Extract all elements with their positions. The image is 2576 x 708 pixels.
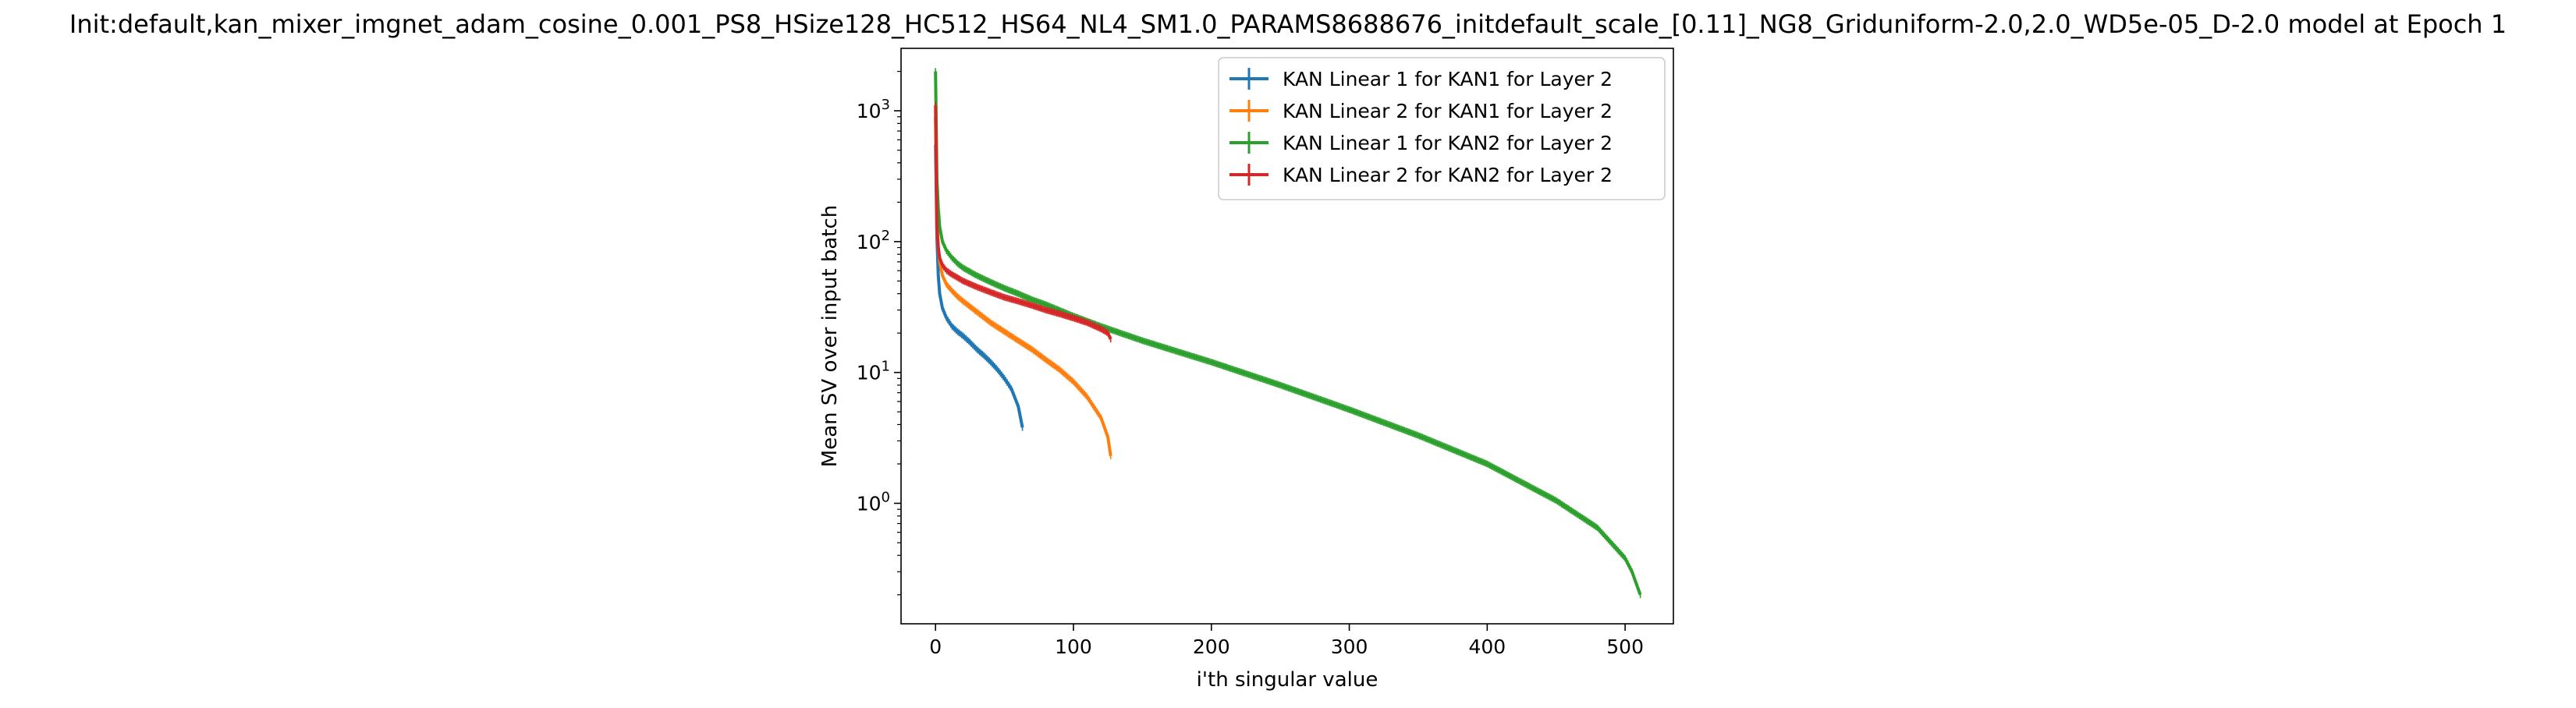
legend-item-3: KAN Linear 1 for KAN2 for Layer 2 <box>1229 132 1613 154</box>
series-4-error-bars <box>935 101 1112 343</box>
x-tick-label-4: 400 <box>1468 635 1506 658</box>
y-axis-label: Mean SV over input batch <box>818 205 842 467</box>
legend-label: KAN Linear 1 for KAN1 for Layer 2 <box>1283 68 1613 90</box>
series-1-line <box>934 144 1024 428</box>
x-axis-label: i'th singular value <box>1197 668 1378 692</box>
x-axis: 0 100 200 300 400 500 <box>929 624 1644 658</box>
legend-label: KAN Linear 1 for KAN2 for Layer 2 <box>1283 132 1613 154</box>
legend-label: KAN Linear 2 for KAN2 for Layer 2 <box>1283 164 1613 186</box>
series-2-error-bars <box>935 113 1112 460</box>
legend: KAN Linear 1 for KAN1 for Layer 2 KAN Lin… <box>1218 57 1666 200</box>
legend-label: KAN Linear 2 for KAN1 for Layer 2 <box>1283 100 1613 122</box>
series-layer <box>934 68 1642 599</box>
series-4 <box>934 101 1112 343</box>
legend-item-2: KAN Linear 2 for KAN1 for Layer 2 <box>1229 100 1613 122</box>
y-tick-label-3: 103 <box>857 97 890 122</box>
series-2-line <box>934 116 1112 457</box>
x-tick-label-3: 300 <box>1331 635 1368 658</box>
legend-item-4: KAN Linear 2 for KAN2 for Layer 2 <box>1229 164 1613 186</box>
chart-title: Init:default,kan_mixer_imgnet_adam_cosin… <box>69 9 2507 39</box>
plot-frame <box>900 48 1674 625</box>
series-3-line <box>934 71 1642 596</box>
y-tick-label-0: 100 <box>857 489 890 515</box>
y-tick-label-1: 101 <box>857 359 890 384</box>
series-4-line <box>934 105 1112 340</box>
series-1 <box>934 141 1024 431</box>
x-tick-label-2: 200 <box>1193 635 1230 658</box>
x-tick-label-1: 100 <box>1055 635 1092 658</box>
legend-frame <box>1218 57 1666 200</box>
y-axis: 100 101 102 103 <box>857 70 901 596</box>
x-tick-label-5: 500 <box>1606 635 1644 658</box>
legend-item-1: KAN Linear 1 for KAN1 for Layer 2 <box>1229 68 1613 90</box>
x-tick-label-0: 0 <box>929 635 942 658</box>
y-tick-label-2: 102 <box>857 228 890 253</box>
series-2 <box>934 113 1112 460</box>
